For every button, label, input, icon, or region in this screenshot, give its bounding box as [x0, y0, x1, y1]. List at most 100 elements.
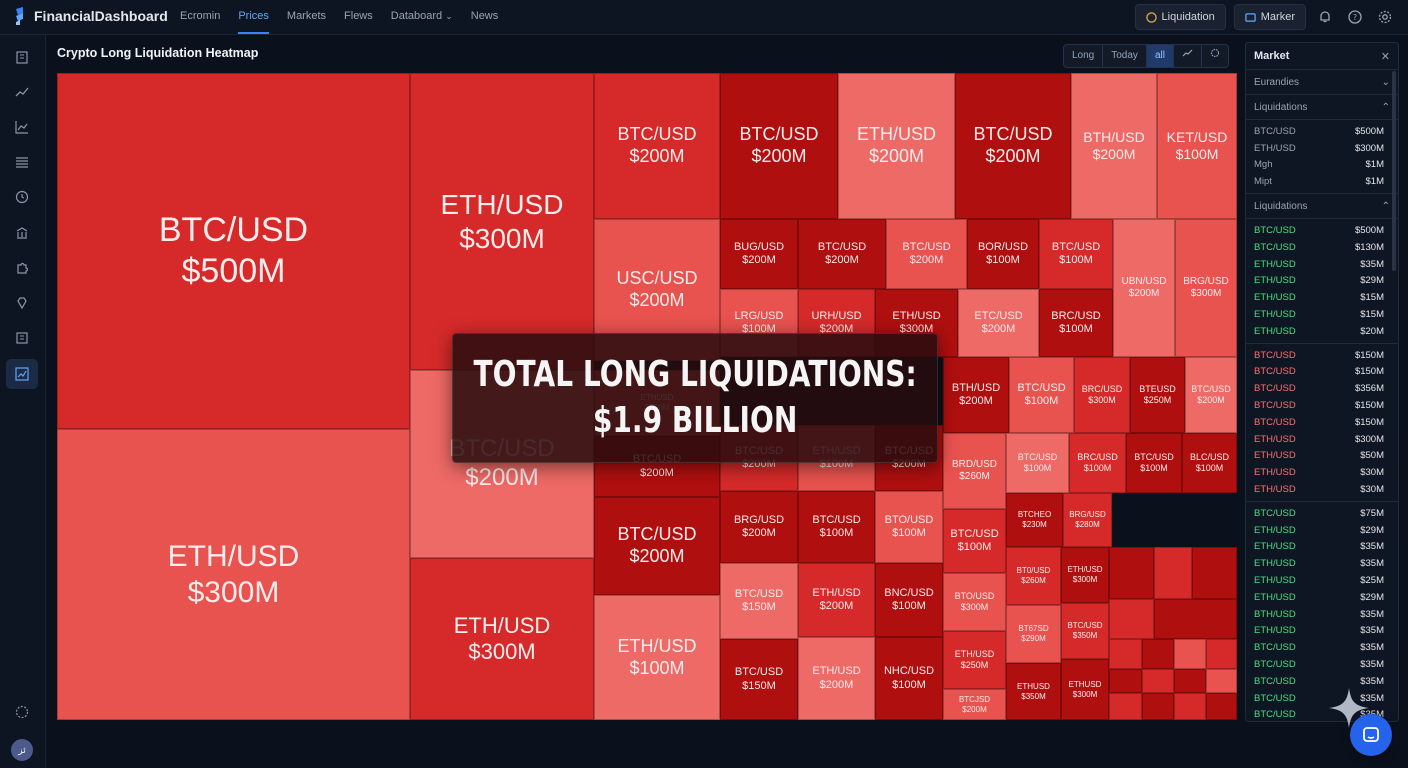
list-item[interactable]: Mgh $1M	[1246, 157, 1398, 174]
sidebar-item-list[interactable]	[6, 147, 38, 177]
sidebar-item-integrations[interactable]	[6, 253, 38, 283]
heatmap-tile[interactable]: BTH/USD $200M	[1071, 73, 1157, 219]
list-item[interactable]: BTC/USD $150M	[1246, 347, 1398, 364]
heatmap-tile[interactable]: BRD/USD $260M	[943, 433, 1006, 509]
list-item[interactable]: ETH/USD $30M	[1246, 464, 1398, 481]
list-item[interactable]: BTC/USD $35M	[1246, 639, 1398, 656]
market-section-eurandies[interactable]: Eurandies ⌄	[1246, 70, 1398, 95]
heatmap-tile[interactable]: BTCHEO $230M	[1006, 493, 1063, 547]
heatmap-tile[interactable]: BTC/USD$200M	[955, 73, 1071, 219]
heatmap-tile-small[interactable]	[1142, 693, 1174, 720]
list-item[interactable]: ETH/USD $35M	[1246, 555, 1398, 572]
list-item[interactable]: ETH/USD $30M	[1246, 481, 1398, 498]
heatmap-tile[interactable]: ETH/USD $300M	[410, 558, 594, 720]
heatmap-tile[interactable]: BT67SD $290M	[1006, 605, 1061, 663]
list-item[interactable]: ETH/USD $20M	[1246, 323, 1398, 340]
help-icon[interactable]: ?	[1344, 6, 1366, 28]
list-item[interactable]: Mipt $1M	[1246, 173, 1398, 190]
heatmap-tile[interactable]: UBN/USD $200M	[1113, 219, 1175, 357]
heatmap-tile[interactable]: BTC/USD$200M	[720, 73, 838, 219]
heatmap-tile[interactable]: BLC/USD $100M	[1182, 433, 1237, 493]
sidebar-item-history[interactable]	[6, 182, 38, 212]
list-item[interactable]: ETH/USD $29M	[1246, 273, 1398, 290]
heatmap-tile[interactable]: ETH/USD $200M	[838, 73, 955, 219]
sidebar-item-rewards[interactable]	[6, 288, 38, 318]
list-item[interactable]: ETH/USD $35M	[1246, 623, 1398, 640]
sidebar-item-portfolio[interactable]	[6, 42, 38, 72]
heatmap-tile-small[interactable]	[1109, 599, 1154, 639]
heatmap-tile-small[interactable]	[1174, 669, 1206, 693]
heatmap-tile[interactable]: BTC/USD $100M	[1039, 219, 1113, 289]
heatmap-tile[interactable]: ETH/USD $200M	[798, 637, 875, 720]
list-item[interactable]: BTC/USD $35M	[1246, 690, 1398, 707]
heatmap-tile[interactable]: ETH/USD $250M	[943, 631, 1006, 689]
list-item[interactable]: BTC/USD $150M	[1246, 364, 1398, 381]
sidebar-item-trends[interactable]	[6, 77, 38, 107]
heatmap-tile[interactable]: BRC/USD $300M	[1074, 357, 1130, 433]
heatmap-tile-small[interactable]	[1192, 547, 1237, 599]
heatmap-tile[interactable]: BTEUSD $250M	[1130, 357, 1185, 433]
sidebar-item-settings[interactable]	[6, 697, 38, 727]
heatmap-tile[interactable]: ETH/USD $300M	[57, 429, 410, 720]
list-item[interactable]: ETH/USD $35M	[1246, 256, 1398, 273]
heatmap-tile[interactable]: BTC/USD $350M	[1061, 603, 1109, 659]
list-item[interactable]: ETH/USD $300M	[1246, 140, 1398, 157]
list-item[interactable]: BTC/USD $75M	[1246, 505, 1398, 522]
range-long[interactable]: Long	[1064, 45, 1104, 67]
heatmap-tile[interactable]: BTC/USD $100M	[1126, 433, 1182, 493]
heatmap-tile[interactable]: BRC/USD $100M	[1039, 289, 1113, 357]
list-item[interactable]: BTC/USD $356M	[1246, 380, 1398, 397]
heatmap-tile[interactable]: BTC/USD $100M	[1009, 357, 1074, 433]
heatmap-tile-small[interactable]	[1109, 547, 1154, 599]
heatmap-tile[interactable]: BOR/USD $100M	[967, 219, 1039, 289]
heatmap-tile[interactable]: BTC/USD $100M	[943, 509, 1006, 573]
heatmap-tile-small[interactable]	[1206, 669, 1237, 693]
nav-item-prices[interactable]: Prices	[238, 0, 269, 34]
list-item[interactable]: ETH/USD $29M	[1246, 589, 1398, 606]
heatmap-tile[interactable]: BTCJSD $200M	[943, 689, 1006, 720]
market-section-liquidations-2[interactable]: Liquidations ⌃	[1246, 194, 1398, 220]
heatmap-tile[interactable]: BTC/USD$200M	[1185, 357, 1237, 433]
heatmap-tile[interactable]: BUG/USD $200M	[720, 219, 798, 289]
heatmap-tile[interactable]: BTC/USD$200M	[798, 219, 886, 289]
settings-view-button[interactable]	[1202, 45, 1228, 67]
list-item[interactable]: BTC/USD $35M	[1246, 673, 1398, 690]
heatmap-tile[interactable]: BNC/USD $100M	[875, 563, 943, 637]
list-item[interactable]: ETH/USD $15M	[1246, 289, 1398, 306]
nav-item-databoard[interactable]: Databoard ⌄	[391, 0, 453, 34]
heatmap-tile[interactable]: BTC/USD$200M	[594, 73, 720, 219]
heatmap-tile[interactable]: ETC/USD $200M	[958, 289, 1039, 357]
gear-icon[interactable]	[1374, 6, 1396, 28]
heatmap-tile[interactable]: ETH/USD$100M	[594, 595, 720, 720]
heatmap-tile[interactable]: BTC/USD $100M	[1006, 433, 1069, 493]
heatmap-tile[interactable]: BTO/USD $300M	[943, 573, 1006, 631]
heatmap-tile[interactable]: BTH/USD $200M	[943, 357, 1009, 433]
heatmap-tile[interactable]: ETHUSD $300M	[1061, 659, 1109, 720]
heatmap-tile[interactable]: ETHUSD $350M	[1006, 663, 1061, 720]
sidebar-item-heatmap[interactable]	[6, 359, 38, 389]
heatmap-tile-small[interactable]	[1174, 639, 1206, 669]
heatmap-tile-small[interactable]	[1109, 639, 1142, 669]
nav-item-news[interactable]: News	[470, 10, 499, 22]
heatmap-tile[interactable]: ETH/USD $200M	[798, 563, 875, 637]
heatmap-tile[interactable]: BRG/USD $200M	[720, 491, 798, 563]
heatmap-tile[interactable]: NHC/USD $100M	[875, 637, 943, 720]
heatmap-tile-small[interactable]	[1154, 547, 1192, 599]
heatmap-tile[interactable]: BTC/USD $150M	[720, 563, 798, 639]
heatmap-tile-small[interactable]	[1206, 639, 1237, 669]
heatmap-tile-small[interactable]	[1109, 693, 1142, 720]
list-item[interactable]: BTC/USD $150M	[1246, 397, 1398, 414]
heatmap-tile[interactable]: BT0/USD $260M	[1006, 547, 1061, 605]
heatmap-tile[interactable]: BTC/USD$200M	[594, 497, 720, 595]
nav-item-flews[interactable]: Flews	[344, 10, 373, 22]
bell-icon[interactable]	[1314, 6, 1336, 28]
market-scrollbar[interactable]	[1392, 71, 1396, 271]
heatmap-tile[interactable]: BTC/USD $100M	[798, 491, 875, 563]
list-item[interactable]: ETH/USD $29M	[1246, 522, 1398, 539]
heatmap-tile-small[interactable]	[1142, 639, 1174, 669]
list-item[interactable]: BTC/USD $130M	[1246, 239, 1398, 256]
close-icon[interactable]: ✕	[1380, 50, 1390, 63]
avatar[interactable]: ئز	[11, 739, 33, 761]
list-item[interactable]: ETH/USD $50M	[1246, 448, 1398, 465]
list-item[interactable]: BTH/USD $35M	[1246, 606, 1398, 623]
